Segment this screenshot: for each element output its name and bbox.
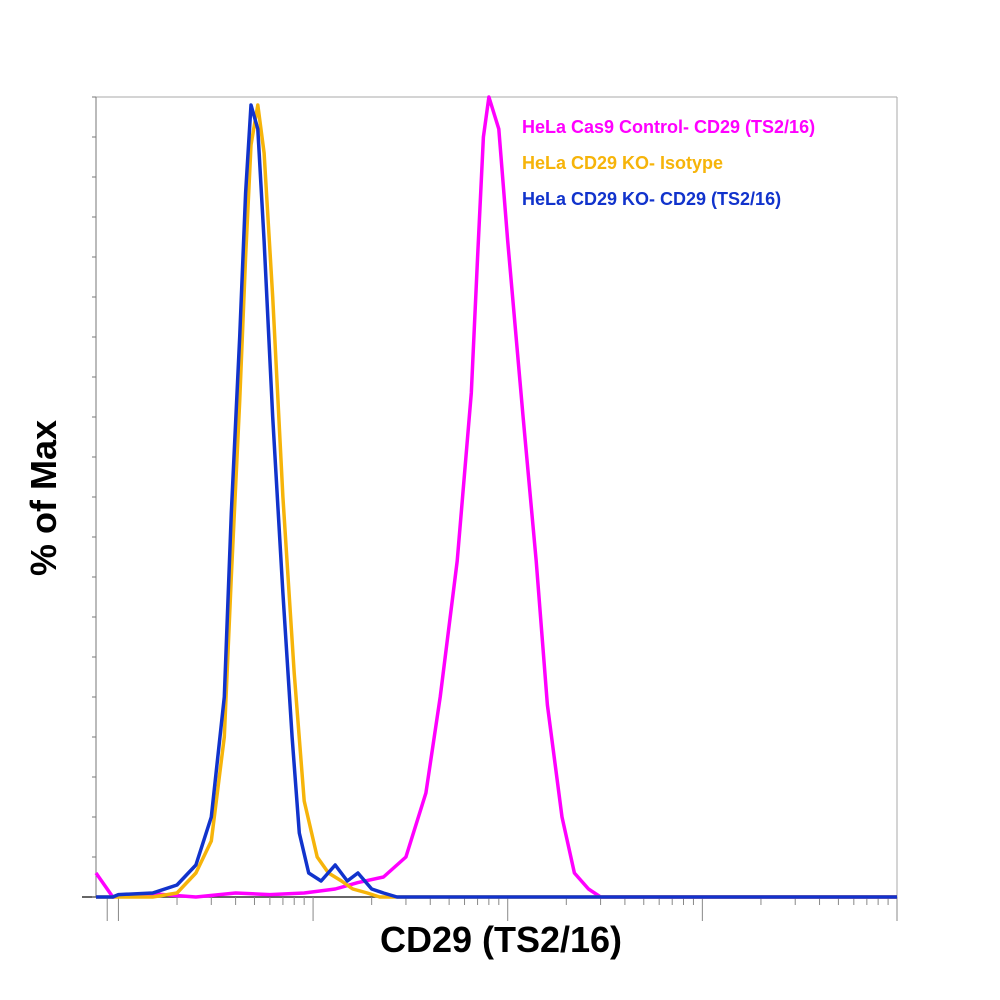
legend-entry-3: HeLa CD29 KO- CD29 (TS2/16) [522, 189, 781, 209]
series-line-3 [96, 103, 897, 899]
series-layer [94, 95, 897, 899]
y-axis-title: % of Max [23, 420, 64, 576]
legend-entry-2: HeLa CD29 KO- Isotype [522, 153, 723, 173]
y-axis-ticks [92, 96, 96, 898]
series-line-1 [94, 95, 897, 899]
series-line-2 [96, 103, 897, 899]
x-axis-title: CD29 (TS2/16) [380, 919, 622, 960]
x-axis-ticks [106, 897, 898, 921]
legend-entry-1: HeLa Cas9 Control- CD29 (TS2/16) [522, 117, 815, 137]
legend: HeLa Cas9 Control- CD29 (TS2/16) HeLa CD2… [522, 117, 815, 209]
